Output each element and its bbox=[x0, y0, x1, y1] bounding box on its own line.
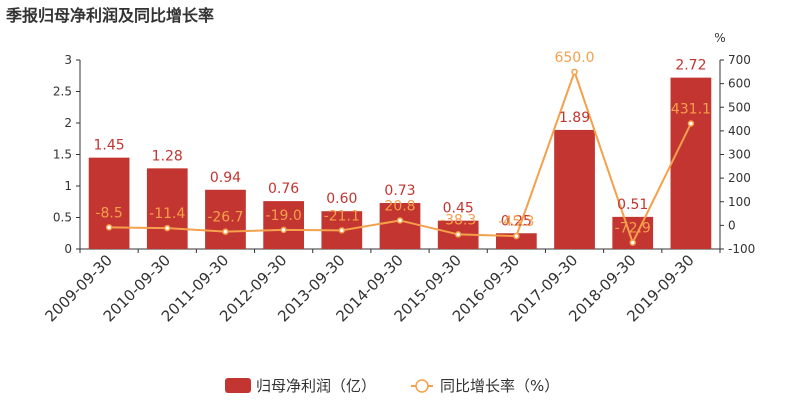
line-value-label: -19.0 bbox=[266, 208, 302, 224]
bar bbox=[496, 233, 537, 249]
y-left-tick-label: 3 bbox=[64, 53, 72, 67]
legend-swatch-bars bbox=[225, 378, 251, 393]
line-point bbox=[687, 120, 695, 127]
y-right-tick-label: 400 bbox=[728, 124, 751, 138]
bar bbox=[670, 77, 712, 249]
line-point bbox=[222, 228, 229, 235]
bar bbox=[379, 203, 421, 249]
line-value-label: -45.3 bbox=[498, 214, 534, 230]
bar-value-label: 1.45 bbox=[94, 138, 125, 154]
y-right-tick-label: 200 bbox=[728, 171, 751, 185]
line-point bbox=[454, 231, 462, 238]
y-right-tick-label: 0 bbox=[728, 218, 736, 232]
y-left-tick-label: 0.5 bbox=[53, 211, 72, 225]
bar-value-label: 0.76 bbox=[268, 181, 299, 197]
bar bbox=[146, 168, 188, 249]
y-right-tick-label: -100 bbox=[728, 242, 755, 256]
line-value-label: -8.5 bbox=[95, 205, 122, 221]
y-right-tick-label: 700 bbox=[728, 53, 751, 67]
chart-title: 季报归母净利润及同比增长率 bbox=[6, 6, 215, 25]
line-point bbox=[338, 227, 346, 234]
line-value-label: -21.1 bbox=[324, 208, 360, 224]
legend-label-bars: 归母净利润（亿） bbox=[256, 377, 376, 395]
line-point bbox=[280, 226, 287, 234]
line-value-label: 650.0 bbox=[554, 50, 594, 66]
y-right-tick-label: 100 bbox=[728, 195, 751, 209]
line-point bbox=[105, 224, 113, 231]
line-point bbox=[629, 239, 636, 246]
y-left-tick-label: 0 bbox=[64, 242, 72, 256]
line-point bbox=[571, 68, 578, 76]
bar-value-label: 1.28 bbox=[152, 148, 183, 164]
y-left-tick-label: 2.5 bbox=[53, 85, 72, 99]
legend-label-line: 同比增长率（%） bbox=[440, 377, 559, 395]
line-value-label: 20.8 bbox=[384, 198, 415, 214]
bar-value-label: 2.72 bbox=[675, 58, 706, 74]
bar bbox=[263, 201, 304, 249]
legend[interactable]: 归母净利润（亿） 同比增长率（%） bbox=[225, 377, 559, 395]
y-right-tick-label: 300 bbox=[728, 148, 751, 162]
bar-value-label: 0.60 bbox=[326, 191, 357, 207]
bar-value-label: 0.94 bbox=[210, 170, 241, 186]
bar-value-label: 0.45 bbox=[443, 201, 474, 217]
bar bbox=[88, 157, 130, 249]
line-value-label: -26.7 bbox=[207, 210, 243, 226]
y-left-tick-label: 1 bbox=[64, 179, 72, 193]
bar-value-label: 1.89 bbox=[559, 110, 590, 126]
line-point bbox=[396, 217, 404, 224]
y-right-tick-label: 600 bbox=[728, 77, 751, 91]
bar-value-label: 0.51 bbox=[617, 197, 648, 213]
line-value-label: 431.1 bbox=[671, 102, 711, 118]
bar-series bbox=[88, 77, 712, 249]
y-left-tick-label: 2 bbox=[64, 116, 72, 130]
line-series bbox=[105, 68, 695, 246]
line-point bbox=[164, 224, 171, 232]
bar bbox=[205, 189, 246, 249]
line-value-label: -72.9 bbox=[615, 221, 651, 237]
y-right-unit: % bbox=[714, 31, 725, 45]
bar bbox=[554, 129, 595, 249]
bar-value-label: 0.73 bbox=[384, 183, 415, 199]
line-value-label: -11.4 bbox=[149, 206, 185, 222]
line-point bbox=[513, 232, 520, 240]
line-value-label: -38.3 bbox=[440, 212, 476, 228]
bar-value-label: 0.25 bbox=[501, 213, 532, 229]
data-labels: 1.45 1.28 0.94 0.76 0.60 0.73 0.45 0.25 1.89 0.51… bbox=[94, 50, 711, 237]
y-left-tick-label: 1.5 bbox=[53, 148, 72, 162]
legend-swatch-marker bbox=[415, 379, 429, 393]
y-right-tick-label: 500 bbox=[728, 100, 751, 114]
